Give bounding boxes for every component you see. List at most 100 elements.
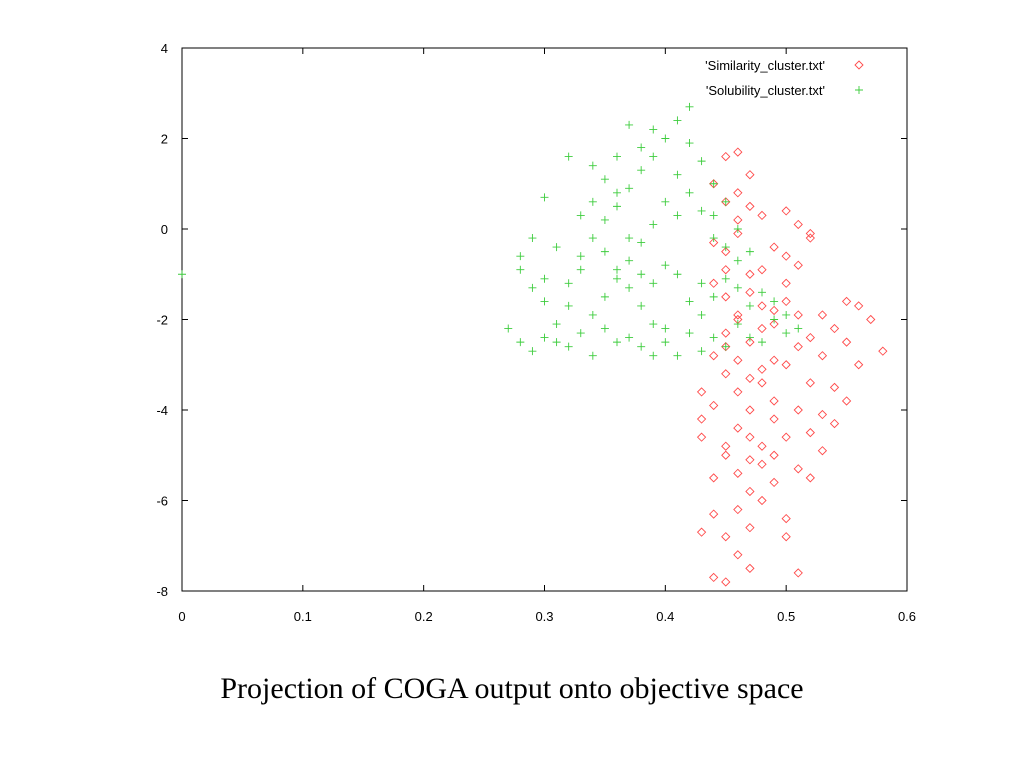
solubility-point [697,279,706,288]
y-tick-label: -6 [156,494,168,509]
solubility-point [673,351,682,360]
similarity-point [733,215,743,225]
similarity-point [696,387,707,397]
solubility-point [564,279,573,288]
similarity-point [757,301,767,311]
similarity-point [745,269,755,279]
similarity-point [781,296,791,307]
similarity-point [696,527,707,537]
solubility-point [637,270,646,279]
similarity-point [721,151,731,162]
solubility-point [709,179,718,188]
solubility-point [576,329,585,338]
solubility-point [697,206,706,215]
solubility-point [600,215,609,224]
similarity-point [709,509,719,519]
similarity-point [733,423,743,433]
solubility-point [733,225,742,233]
similarity-point [745,201,755,212]
solubility-point [600,324,609,333]
similarity-point [709,473,719,483]
similarity-point [757,210,767,221]
solubility-point [625,283,634,292]
similarity-point [854,301,864,311]
similarity-point [709,237,719,248]
solubility-point [661,134,670,143]
solubility-point [178,270,186,279]
solubility-point [758,288,766,297]
similarity-point [781,251,791,261]
y-tick-label: 4 [161,41,168,56]
solubility-point [661,197,670,206]
y-tick-label: -8 [156,584,168,599]
solubility-point [649,320,658,329]
solubility-point [637,342,646,351]
solubility-point [576,211,585,220]
similarity-point [781,206,791,216]
similarity-point [733,310,743,320]
solubility-point [613,265,621,274]
similarity-point [817,409,828,420]
legend-marker [855,86,863,94]
similarity-point [745,373,755,383]
solubility-point [770,297,779,306]
similarity-point [757,265,767,275]
similarity-point [841,296,852,307]
solubility-point [613,202,621,211]
x-tick-label: 0.4 [656,609,674,624]
solubility-point [673,170,682,179]
solubility-point [540,297,549,306]
similarity-point [757,364,767,374]
series-plus [178,102,803,360]
solubility-point [600,247,609,256]
similarity-point [841,396,852,406]
similarity-point [769,477,779,488]
solubility-point [661,261,670,270]
solubility-point [745,301,754,310]
solubility-point [552,338,561,347]
similarity-point [696,414,707,424]
solubility-point [552,243,561,252]
solubility-point [721,342,730,351]
similarity-point [769,396,779,406]
similarity-point [805,332,815,343]
similarity-point [709,278,719,288]
similarity-point [841,337,852,347]
solubility-point [637,301,646,310]
solubility-point [588,310,597,319]
similarity-point [817,310,828,320]
x-tick-label: 0.3 [535,609,553,624]
similarity-point [757,441,767,451]
solubility-point [770,315,779,324]
solubility-point [709,292,718,301]
similarity-point [878,346,888,356]
similarity-point [793,405,803,415]
solubility-point [709,211,718,220]
similarity-point [793,310,803,320]
similarity-point [757,495,767,506]
similarity-point [781,532,791,542]
similarity-point [733,387,743,397]
similarity-point [745,455,755,465]
solubility-point [745,247,754,256]
solubility-point [649,125,658,134]
solubility-point [709,333,718,342]
similarity-point [805,473,815,483]
similarity-point [721,532,731,542]
solubility-point [673,270,682,279]
legend: 'Similarity_cluster.txt' 'Solubility_clus… [705,58,864,98]
solubility-point [685,297,694,306]
y-tick-label: -4 [156,403,168,418]
solubility-point [685,102,694,111]
similarity-point [696,432,707,442]
similarity-point [709,400,719,411]
solubility-point [649,152,658,161]
solubility-point [540,333,549,342]
solubility-point [697,347,706,356]
solubility-point [673,211,682,220]
similarity-point [721,292,731,302]
solubility-point [625,234,634,243]
solubility-point [613,274,621,283]
similarity-point [745,170,755,180]
similarity-point [793,260,803,270]
